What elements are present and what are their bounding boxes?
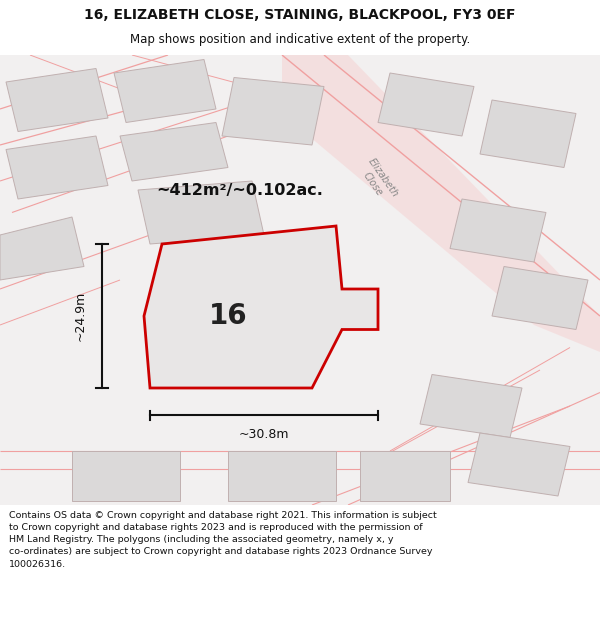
Polygon shape bbox=[450, 199, 546, 262]
Polygon shape bbox=[468, 433, 570, 496]
Polygon shape bbox=[114, 59, 216, 122]
Text: Map shows position and indicative extent of the property.: Map shows position and indicative extent… bbox=[130, 33, 470, 46]
Polygon shape bbox=[282, 55, 600, 352]
Polygon shape bbox=[6, 69, 108, 131]
Polygon shape bbox=[138, 181, 264, 244]
Text: ~412m²/~0.102ac.: ~412m²/~0.102ac. bbox=[157, 182, 323, 198]
Text: Elizabeth
Close: Elizabeth Close bbox=[356, 156, 400, 206]
Polygon shape bbox=[0, 217, 84, 280]
Polygon shape bbox=[120, 122, 228, 181]
Text: Contains OS data © Crown copyright and database right 2021. This information is : Contains OS data © Crown copyright and d… bbox=[9, 511, 437, 569]
Text: ~24.9m: ~24.9m bbox=[74, 291, 87, 341]
Polygon shape bbox=[492, 266, 588, 329]
Polygon shape bbox=[228, 451, 336, 501]
Polygon shape bbox=[378, 73, 474, 136]
Text: 16, ELIZABETH CLOSE, STAINING, BLACKPOOL, FY3 0EF: 16, ELIZABETH CLOSE, STAINING, BLACKPOOL… bbox=[84, 8, 516, 22]
Polygon shape bbox=[360, 451, 450, 501]
Polygon shape bbox=[480, 100, 576, 168]
Text: ~30.8m: ~30.8m bbox=[239, 429, 289, 441]
Polygon shape bbox=[6, 136, 108, 199]
Polygon shape bbox=[144, 226, 378, 388]
Polygon shape bbox=[0, 55, 600, 505]
Polygon shape bbox=[420, 374, 522, 438]
Text: 16: 16 bbox=[209, 302, 247, 330]
Polygon shape bbox=[72, 451, 180, 501]
Polygon shape bbox=[222, 78, 324, 145]
